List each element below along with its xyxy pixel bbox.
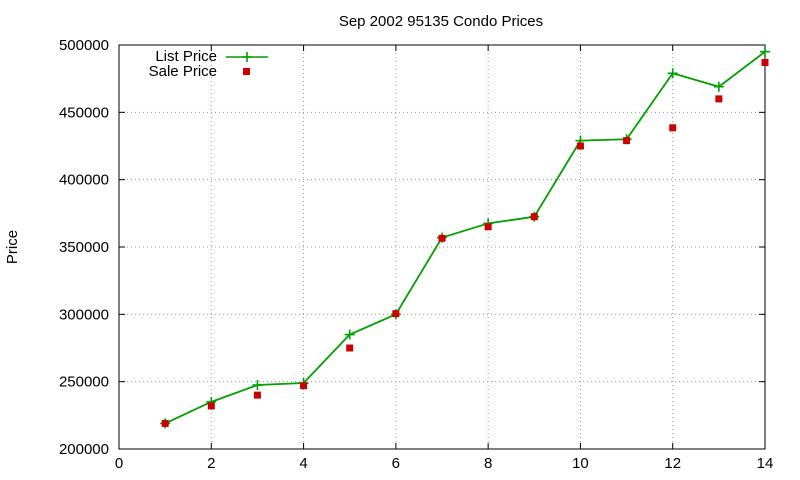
sale-price-point [161,419,169,427]
legend-label-sale-price: Sale Price [149,63,217,80]
list-price-point [667,68,678,79]
list-price-point [760,46,770,57]
series-layer [160,46,770,429]
sale-price-point [207,402,215,410]
y-tick-label: 400000 [59,172,109,189]
list-price-line [164,51,766,425]
sale-price-point [623,137,631,145]
x-tick-label: 12 [664,455,681,472]
axis-ticks: 0 2 4 6 8 10 12 14 200000 250000 300000 350000 40000… [59,37,773,472]
legend-marker-list-price [242,52,252,62]
y-tick-label: 200000 [59,441,109,458]
sale-price-point [300,382,308,390]
sale-price-point [253,391,261,399]
list-price-point [713,81,724,92]
y-tick-label: 250000 [59,374,109,391]
sale-price-point [669,124,677,132]
y-tick-label: 300000 [59,306,109,323]
legend-label-list-price: List Price [155,48,217,65]
sale-price-point [761,59,769,67]
sale-price-point [484,223,492,231]
chart-title: Sep 2002 95135 Condo Prices [339,13,543,30]
list-price-point [252,380,263,391]
x-tick-label: 8 [484,455,492,472]
y-axis-label: Price [4,230,21,264]
x-tick-label: 0 [115,455,123,472]
y-tick-label: 500000 [59,37,109,54]
sale-price-point [438,234,446,242]
legend: List Price Sale Price [149,48,268,80]
x-tick-label: 14 [757,455,774,472]
x-tick-label: 4 [299,455,307,472]
legend-marker-sale-price [243,68,250,75]
grid-lines [119,45,765,449]
x-tick-label: 10 [572,455,589,472]
sale-price-point [346,344,354,352]
sale-price-point [530,213,538,221]
sale-price-point [576,142,584,150]
sale-price-point [715,95,723,103]
list-price-point [344,329,355,340]
y-tick-label: 350000 [59,239,109,256]
x-tick-label: 2 [207,455,215,472]
x-tick-label: 6 [392,455,400,472]
sale-price-point [392,310,400,318]
y-tick-label: 450000 [59,104,109,121]
